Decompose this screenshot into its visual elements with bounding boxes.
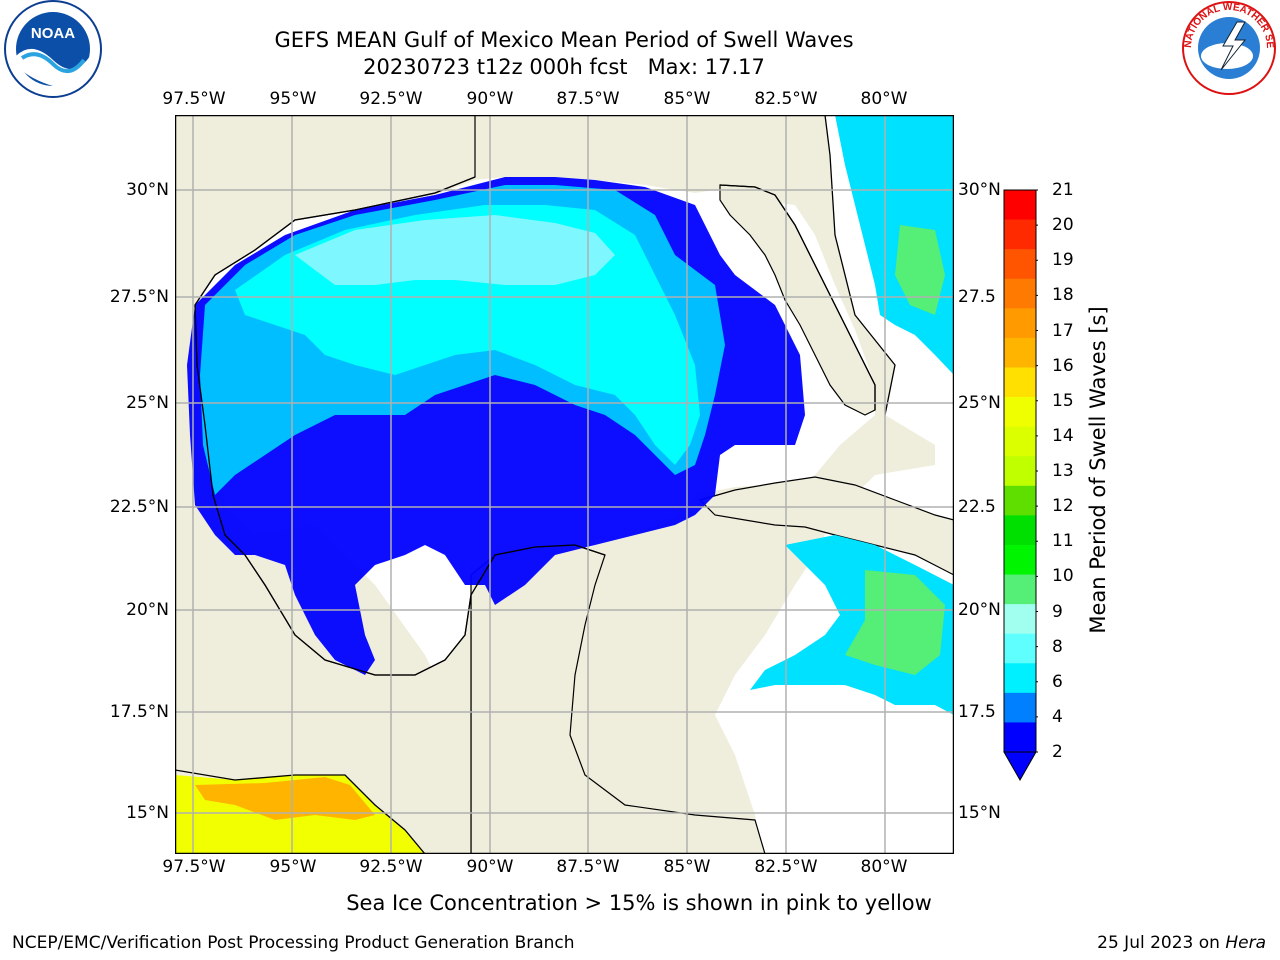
lon-label-bottom: 85°W: [663, 857, 711, 877]
colorbar-tick-label: 9: [1052, 601, 1063, 622]
lat-label-left: 20°N: [126, 600, 169, 620]
lat-label-left: 25°N: [126, 393, 169, 413]
lon-label-bottom: 90°W: [466, 857, 514, 877]
latitude-gridlines: [175, 189, 954, 814]
footer-date: 25 Jul 2023 on Hera: [1097, 933, 1266, 953]
colorbar-swatch: [1004, 692, 1036, 723]
lon-label-bottom: 92.5°W: [359, 857, 423, 877]
colorbar-tick-label: 2: [1052, 742, 1063, 762]
lat-label-right: 30°N: [958, 180, 1001, 200]
colorbar-swatch: [1004, 574, 1036, 605]
lat-label-right: 20°N: [958, 600, 1001, 620]
colorbar-label: Mean Period of Swell Waves [s]: [1086, 306, 1110, 634]
swell-shade-atlantic-green: [895, 225, 945, 315]
colorbar-swatch: [1004, 485, 1036, 516]
colorbar-tick-label: 8: [1052, 636, 1063, 657]
colorbar-swatch: [1004, 515, 1036, 546]
colorbar-tick-label: 14: [1052, 425, 1074, 446]
cuba-land: [698, 476, 954, 576]
lat-label-right: 17.5: [958, 702, 996, 722]
colorbar-swatch: [1004, 278, 1036, 309]
colorbar-swatch: [1004, 367, 1036, 398]
colorbar-swatch: [1004, 190, 1036, 221]
colorbar-tick-label: 19: [1052, 250, 1074, 271]
lon-label-bottom: 87.5°W: [556, 857, 620, 877]
lon-label-bottom: 97.5°W: [162, 857, 226, 877]
colorbar-swatch: [1004, 722, 1036, 753]
swell-shade-pacific-orange: [195, 777, 375, 820]
colorbar-tick-label: 20: [1052, 215, 1074, 236]
lat-label-left: 27.5°N: [109, 287, 169, 307]
lat-label-right: 15°N: [958, 803, 1001, 823]
colorbar-tick-label: 17: [1052, 320, 1074, 341]
footer-host: Hera: [1225, 933, 1266, 953]
chart-subtitle: 20230723 t12z 000h fcst Max: 17.17: [363, 55, 765, 79]
nws-logo: NATIONAL WEATHER SERVICE: [1179, 0, 1276, 95]
colorbar-swatch: [1004, 249, 1036, 280]
colorbar-tick-label: 11: [1052, 531, 1074, 552]
lon-label-top: 92.5°W: [359, 89, 423, 109]
lon-label-bottom: 80°W: [860, 857, 908, 877]
colorbar-swatch: [1004, 426, 1036, 457]
lon-label-top: 82.5°W: [754, 89, 818, 109]
sea-ice-note: Sea Ice Concentration > 15% is shown in …: [346, 891, 932, 915]
lon-label-top: 90°W: [466, 89, 514, 109]
colorbar-tick-label: 13: [1052, 461, 1074, 481]
colorbar-swatch: [1004, 308, 1036, 339]
colorbar-tick-label: 18: [1052, 285, 1074, 306]
swell-shade-caribbean-green: [845, 570, 945, 675]
colorbar-tick-label: 4: [1052, 706, 1063, 727]
lat-label-right: 27.5: [958, 287, 996, 307]
colorbar-tick-label: 15: [1052, 390, 1074, 411]
chart-title: GEFS MEAN Gulf of Mexico Mean Period of …: [274, 28, 854, 52]
lat-label-right: 25°N: [958, 393, 1001, 413]
colorbar-swatch: [1004, 456, 1036, 487]
colorbar-swatch: [1004, 337, 1036, 368]
lon-label-top: 97.5°W: [162, 89, 226, 109]
lon-label-top: 85°W: [663, 89, 711, 109]
swell-shade-north: [295, 215, 615, 285]
coastline: [175, 115, 896, 854]
colorbar-tick-label: 10: [1052, 566, 1074, 587]
lat-label-right: 22.5: [958, 497, 996, 517]
lat-label-left: 15°N: [126, 803, 169, 823]
colorbar-swatch: [1004, 219, 1036, 250]
map-plot: [175, 115, 954, 854]
lon-label-top: 80°W: [860, 89, 908, 109]
noaa-logo: NOAA: [4, 0, 102, 98]
colorbar-tick-label: 12: [1052, 496, 1074, 517]
lat-label-left: 30°N: [126, 180, 169, 200]
colorbar-extension: [1003, 751, 1037, 782]
noaa-logo-text: NOAA: [31, 25, 75, 42]
lon-label-bottom: 82.5°W: [754, 857, 818, 877]
colorbar-swatch: [1004, 544, 1036, 576]
footer-date-text: 25 Jul 2023 on: [1097, 933, 1226, 953]
longitude-gridlines: [192, 115, 886, 854]
colorbar-swatch: [1004, 604, 1036, 635]
colorbar-tick-label: 6: [1052, 671, 1063, 692]
colorbar-swatch: [1004, 397, 1036, 428]
colorbar-swatch: [1004, 633, 1036, 664]
lon-label-top: 87.5°W: [556, 89, 620, 109]
colorbar-tick-label: 21: [1052, 180, 1074, 200]
lon-label-top: 95°W: [269, 89, 317, 109]
colorbar-tick-label: 16: [1052, 355, 1074, 376]
colorbar: [1003, 189, 1038, 782]
lon-label-bottom: 95°W: [269, 857, 317, 877]
colorbar-swatch: [1004, 663, 1036, 694]
lat-label-left: 17.5°N: [109, 702, 169, 722]
footer-branch: NCEP/EMC/Verification Post Processing Pr…: [12, 933, 575, 953]
lat-label-left: 22.5°N: [109, 497, 169, 517]
